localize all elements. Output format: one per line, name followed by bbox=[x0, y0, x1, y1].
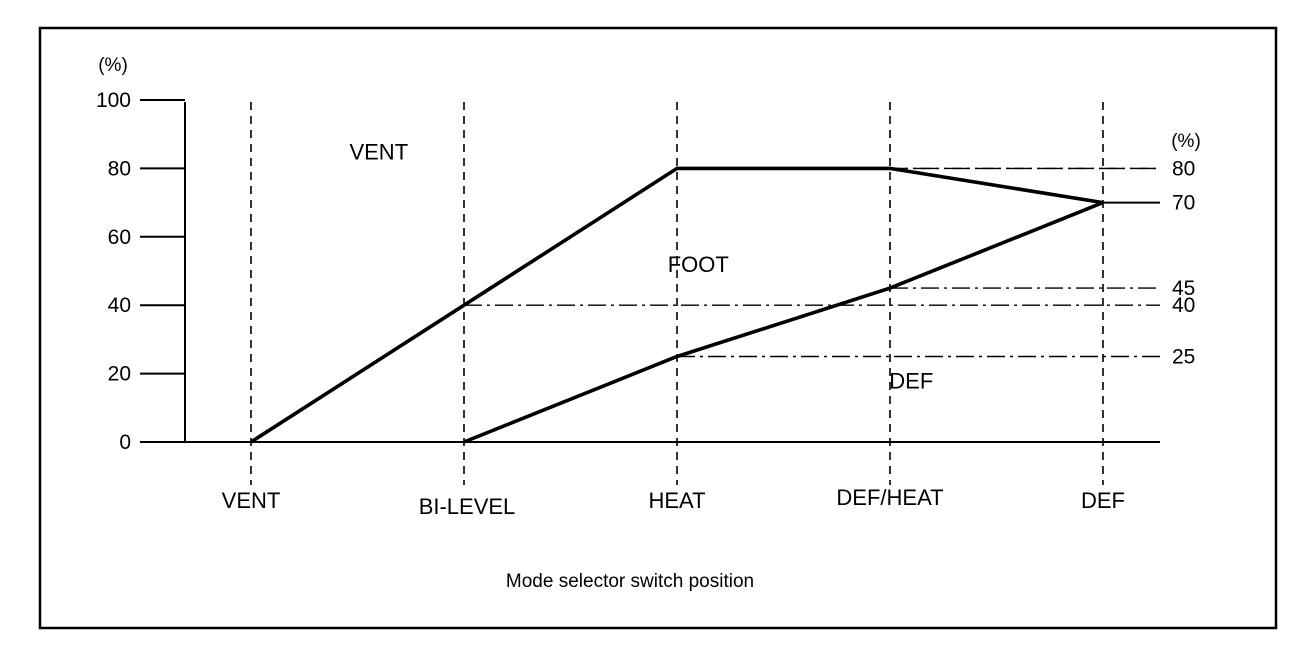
category-label: BI-LEVEL bbox=[419, 494, 516, 519]
right-axis-unit-label: (%) bbox=[1171, 131, 1201, 152]
y-tick-label: 80 bbox=[108, 157, 131, 180]
y-tick-label: 0 bbox=[119, 431, 131, 454]
chart-frame bbox=[38, 26, 1278, 630]
right-tick-label: 25 bbox=[1172, 346, 1195, 369]
y-tick-label: 40 bbox=[108, 294, 131, 317]
vertical-gridlines bbox=[250, 102, 1104, 485]
series-line-1 bbox=[250, 166, 1104, 444]
category-label: VENT bbox=[222, 488, 281, 513]
right-tick-label: 40 bbox=[1172, 294, 1195, 317]
right-tick-label: 80 bbox=[1172, 157, 1195, 180]
y-tick-label: 60 bbox=[108, 226, 131, 249]
category-label: DEF bbox=[1081, 488, 1125, 513]
category-label: DEF/HEAT bbox=[836, 485, 943, 510]
horizontal-guides bbox=[464, 167, 1160, 358]
axes bbox=[140, 99, 1160, 443]
y-axis-unit-label: (%) bbox=[98, 55, 128, 76]
region-labels: VENT FOOT DEF bbox=[349, 139, 933, 393]
region-label: VENT bbox=[349, 139, 408, 164]
category-label: HEAT bbox=[648, 488, 705, 513]
series-line-2 bbox=[463, 200, 1104, 444]
x-axis-title: Mode selector switch position bbox=[506, 571, 754, 592]
region-label: DEF bbox=[889, 368, 933, 393]
region-label: FOOT bbox=[668, 252, 729, 277]
y-tick-labels: 0 20 40 60 80 100 bbox=[96, 89, 131, 454]
category-labels: VENT BI-LEVEL HEAT DEF/HEAT DEF bbox=[222, 485, 1125, 519]
right-tick-label: 70 bbox=[1172, 192, 1195, 215]
y-tick-label: 20 bbox=[108, 363, 131, 386]
right-tick-label: 45 bbox=[1172, 277, 1195, 300]
series-lines bbox=[250, 166, 1104, 444]
y-tick-label: 100 bbox=[96, 89, 131, 112]
